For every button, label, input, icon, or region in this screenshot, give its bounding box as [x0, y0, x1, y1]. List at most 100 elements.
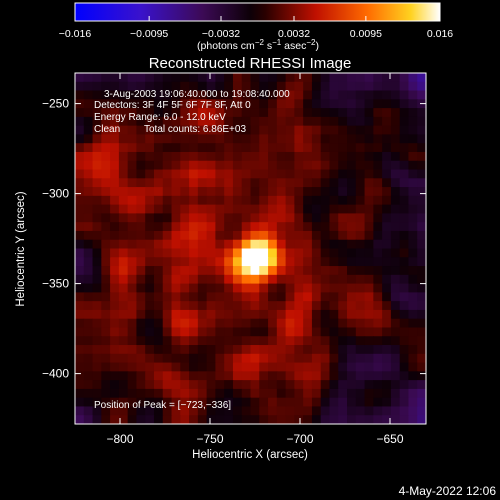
- heatmap-cell: [232, 143, 243, 153]
- heatmap-cell: [355, 415, 366, 424]
- heatmap-cell: [110, 266, 120, 276]
- heatmap-cell: [276, 406, 287, 416]
- heatmap-cell: [215, 415, 225, 424]
- heatmap-cell: [268, 187, 278, 197]
- heatmap-cell: [136, 345, 146, 355]
- heatmap-cell: [250, 309, 260, 320]
- heatmap-cell: [92, 99, 102, 109]
- heatmap-cell: [347, 99, 357, 109]
- heatmap-cell: [136, 239, 146, 250]
- heatmap-cell: [224, 81, 234, 92]
- heatmap-cell: [311, 222, 322, 232]
- heatmap-cell: [92, 248, 102, 258]
- heatmap-cell: [136, 257, 146, 267]
- heatmap-cell: [145, 362, 155, 372]
- heatmap-cell: [408, 362, 418, 372]
- heatmap-cell: [320, 73, 331, 83]
- heatmap-cell: [197, 318, 208, 329]
- heatmap-cell: [408, 116, 418, 127]
- heatmap-cell: [127, 283, 138, 293]
- heatmap-cell: [408, 380, 418, 390]
- heatmap-cell: [259, 327, 269, 337]
- heatmap-cell: [311, 327, 322, 337]
- heatmap-cell: [206, 134, 217, 144]
- heatmap-cell: [399, 160, 410, 171]
- heatmap-cell: [408, 371, 418, 381]
- heatmap-cell: [408, 222, 418, 232]
- heatmap-cell: [232, 336, 243, 346]
- heatmap-cell: [382, 204, 392, 215]
- heatmap-cell: [399, 257, 410, 267]
- heatmap-cell: [215, 195, 225, 206]
- heatmap-cell: [224, 362, 234, 372]
- heatmap-cell: [118, 327, 129, 337]
- heatmap-cell: [320, 274, 331, 285]
- heatmap-cell: [92, 336, 102, 346]
- heatmap-cell: [153, 151, 164, 162]
- heatmap-cell: [399, 204, 410, 215]
- heatmap-cell: [189, 213, 199, 223]
- heatmap-cell: [136, 266, 146, 276]
- heatmap-cell: [118, 187, 129, 197]
- heatmap-cell: [241, 406, 252, 416]
- heatmap-cell: [206, 125, 217, 136]
- heatmap-cell: [399, 248, 410, 258]
- heatmap-cell: [320, 301, 331, 311]
- heatmap-cell: [329, 178, 339, 188]
- heatmap-cell: [180, 406, 190, 416]
- heatmap-cell: [399, 371, 410, 381]
- heatmap-cell: [311, 230, 322, 241]
- heatmap-cell: [285, 222, 295, 232]
- heatmap-cell: [320, 266, 331, 276]
- heatmap-cell: [390, 353, 401, 364]
- heatmap-cell: [417, 169, 426, 179]
- heatmap-cell: [197, 362, 208, 372]
- heatmap-cell: [259, 397, 269, 408]
- heatmap-cell: [355, 178, 366, 188]
- heatmap-cell: [329, 222, 339, 232]
- heatmap-cell: [153, 292, 164, 302]
- heatmap-cell: [241, 187, 252, 197]
- heatmap-cell: [329, 239, 339, 250]
- heatmap-cell: [364, 292, 374, 302]
- heatmap-cell: [347, 397, 357, 408]
- heatmap-cell: [136, 204, 146, 215]
- heatmap-cell: [101, 143, 111, 153]
- heatmap-cell: [259, 169, 269, 179]
- heatmap-cell: [171, 248, 181, 258]
- heatmap-cell: [75, 230, 85, 241]
- heatmap-cell: [303, 151, 313, 162]
- heatmap-cell: [303, 380, 313, 390]
- heatmap-cell: [347, 274, 357, 285]
- heatmap-cell: [355, 345, 366, 355]
- heatmap-cell: [355, 336, 366, 346]
- heatmap-cell: [320, 125, 331, 136]
- heatmap-cell: [338, 239, 348, 250]
- heatmap-cell: [382, 108, 392, 118]
- colorbar-ticks: −0.016 −0.0095 −0.0032 0.0032 0.0095 0.016: [59, 16, 453, 40]
- heatmap-cell: [294, 195, 304, 206]
- heatmap-cell: [329, 90, 339, 100]
- heatmap-cell: [101, 406, 111, 416]
- heatmap-cell: [92, 213, 102, 223]
- heatmap-cell: [224, 257, 234, 267]
- heatmap-cell: [417, 388, 426, 399]
- heatmap-cell: [215, 239, 225, 250]
- heatmap-cell: [145, 178, 155, 188]
- colorbar-gradient: [74, 2, 441, 22]
- heatmap-cell: [92, 151, 102, 162]
- heatmap-cell: [294, 353, 304, 364]
- heatmap-cell: [127, 151, 138, 162]
- heatmap-cell: [153, 274, 164, 285]
- heatmap-cell: [303, 415, 313, 424]
- heatmap-cell: [338, 353, 348, 364]
- heatmap-cell: [417, 116, 426, 127]
- heatmap-cell: [206, 108, 217, 118]
- heatmap-cell: [250, 204, 260, 215]
- heatmap-cell: [303, 108, 313, 118]
- heatmap-cell: [338, 309, 348, 320]
- heatmap-cell: [268, 73, 278, 83]
- heatmap-cell: [355, 169, 366, 179]
- heatmap-cell: [268, 230, 278, 241]
- heatmap-cell: [162, 301, 173, 311]
